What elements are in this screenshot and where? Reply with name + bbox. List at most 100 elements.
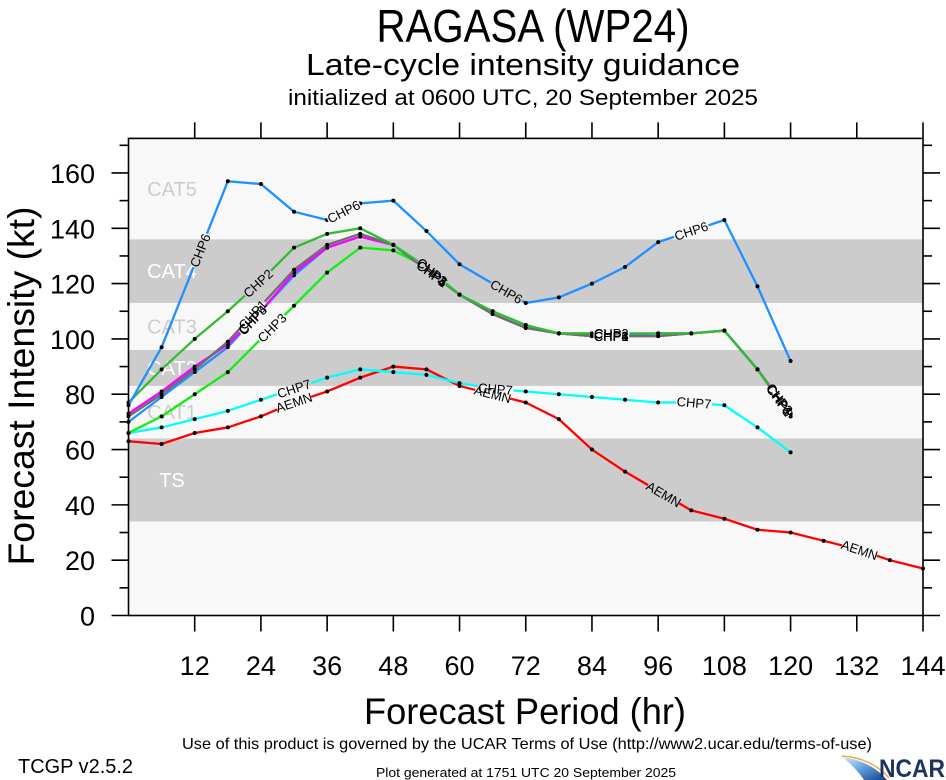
x-tick-label: 132: [834, 651, 879, 681]
data-point-aemn: [788, 530, 793, 535]
data-point-chp2: [457, 292, 462, 297]
data-point-chp1: [589, 334, 594, 339]
data-point-chp1: [258, 303, 263, 308]
y-tick-label: 120: [50, 270, 95, 300]
y-tick-label: 80: [65, 380, 95, 410]
data-point-aemn: [656, 489, 661, 494]
data-point-aemn: [755, 527, 760, 532]
data-point-chp2: [656, 331, 661, 336]
data-point-chp7: [258, 397, 263, 402]
band-label-ts: TS: [159, 470, 185, 492]
data-point-chp6: [589, 281, 594, 286]
data-point-chp4: [358, 234, 363, 239]
data-point-chp2: [623, 331, 628, 336]
data-point-chp7: [391, 370, 396, 375]
series-label-chp2: CHP2: [594, 326, 629, 341]
data-point-aemn: [258, 414, 263, 419]
data-point-chp2: [424, 265, 429, 270]
data-point-aemn: [523, 400, 528, 405]
x-tick-label: 96: [643, 651, 673, 681]
data-point-chp6: [490, 281, 495, 286]
data-point-aemn: [192, 430, 197, 435]
data-point-chp1: [523, 325, 528, 330]
data-point-chp6: [656, 240, 661, 245]
data-point-chp1: [192, 367, 197, 372]
version-label: TCGP v2.5.2: [18, 756, 133, 778]
data-point-chp7: [325, 375, 330, 380]
data-point-aemn: [722, 516, 727, 521]
data-point-aemn: [292, 400, 297, 405]
x-tick-label: 84: [577, 651, 607, 681]
data-point-chp6: [391, 198, 396, 203]
data-point-chp2: [325, 231, 330, 236]
data-point-chp7: [689, 400, 694, 405]
data-point-chp2: [358, 226, 363, 231]
band-cat4: [128, 239, 923, 303]
x-tick-label: 72: [511, 651, 541, 681]
data-point-chp3: [258, 336, 263, 341]
chart-title: RAGASA (WP24): [377, 0, 690, 52]
data-point-chp7: [589, 395, 594, 399]
data-point-chp3: [159, 414, 164, 419]
band-cat2: [128, 349, 923, 386]
data-point-aemn: [821, 538, 826, 543]
data-point-aemn: [325, 389, 330, 394]
y-axis-title: Forecast Intensity (kt): [1, 207, 42, 566]
data-point-chp1: [325, 242, 330, 247]
data-point-chp7: [292, 386, 297, 391]
data-point-aemn: [589, 447, 594, 452]
y-tick-label: 140: [50, 214, 95, 244]
x-tick-label: 12: [180, 651, 210, 681]
ncar-swoosh-accent: [841, 755, 890, 779]
x-tick-label: 60: [445, 651, 475, 681]
band-ts: [128, 438, 923, 522]
data-point-aemn: [623, 469, 628, 474]
ncar-swoosh-icon: [842, 757, 887, 780]
data-point-chp3: [391, 248, 396, 253]
data-point-chp2: [159, 367, 164, 372]
data-point-chp7: [722, 403, 727, 408]
y-tick-label: 60: [65, 436, 95, 466]
series-label-chp5: CHP5: [594, 329, 629, 344]
data-point-chp2: [689, 331, 694, 336]
data-point-chp6: [523, 300, 528, 305]
band-label-cat3: CAT3: [147, 316, 197, 338]
series-lines: [126, 179, 925, 571]
intensity-bands: [128, 138, 923, 616]
data-point-aemn: [854, 547, 859, 552]
data-point-chp1: [358, 231, 363, 236]
chart-subtitle: Late-cycle intensity guidance: [306, 47, 740, 82]
data-point-chp7: [457, 381, 462, 386]
data-point-chp2: [258, 278, 263, 283]
data-point-chp2: [755, 367, 760, 372]
series-label-chp4: CHP4: [594, 329, 629, 344]
generated-timestamp: Plot generated at 1751 UTC 20 September …: [376, 765, 676, 780]
data-point-aemn: [457, 383, 462, 388]
x-tick-label: 24: [246, 651, 276, 681]
data-point-chp6: [225, 179, 230, 184]
terms-of-use-text: Use of this product is governed by the U…: [182, 736, 872, 753]
data-point-chp2: [722, 328, 727, 333]
series-chp2: [126, 226, 793, 416]
y-tick-label: 20: [65, 546, 95, 576]
data-point-chp6: [292, 209, 297, 214]
data-point-chp6: [457, 262, 462, 267]
y-tick-label: 160: [50, 159, 95, 189]
data-point-chp6: [623, 265, 628, 270]
data-point-chp7: [192, 417, 197, 422]
data-point-chp6: [258, 182, 263, 187]
data-point-chp6: [192, 262, 197, 267]
data-point-chp1: [656, 334, 661, 339]
data-point-chp2: [192, 336, 197, 341]
data-point-aemn: [391, 364, 396, 369]
x-tick-label: 36: [312, 651, 342, 681]
data-point-chp2: [490, 309, 495, 314]
x-tick-label: 48: [378, 651, 408, 681]
data-point-chp7: [159, 425, 164, 430]
series-label-chp3: CHP3: [593, 326, 629, 344]
series-chp6: [126, 179, 793, 408]
data-point-chp3: [192, 392, 197, 397]
data-point-chp2: [225, 309, 230, 314]
x-tick-label: 120: [768, 651, 813, 681]
